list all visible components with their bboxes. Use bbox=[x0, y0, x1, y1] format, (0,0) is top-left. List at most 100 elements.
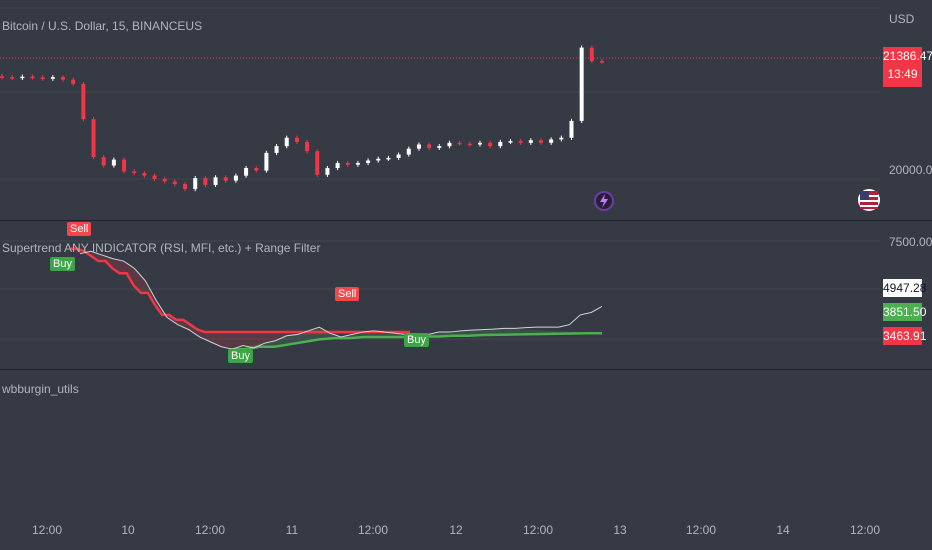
resistance-fill bbox=[70, 248, 410, 350]
candle-body bbox=[20, 76, 25, 79]
main-legend[interactable]: Bitcoin / U.S. Dollar, 15, BINANCEUS bbox=[2, 19, 203, 33]
candle-body bbox=[579, 47, 584, 121]
value-tag-support: 3851.50 bbox=[883, 303, 927, 321]
candle-body bbox=[50, 77, 55, 79]
time-label: 12:00 bbox=[849, 523, 881, 537]
candle-body bbox=[162, 179, 167, 182]
candle-body bbox=[254, 168, 259, 171]
candle-body bbox=[416, 144, 421, 149]
candle-body bbox=[91, 119, 96, 158]
candle-body bbox=[305, 141, 310, 152]
candle-body bbox=[284, 137, 289, 147]
candle-body bbox=[244, 168, 249, 176]
candle-body bbox=[71, 79, 76, 84]
candle-body bbox=[600, 61, 604, 63]
candle-body bbox=[274, 146, 279, 153]
time-label: 12:00 bbox=[685, 523, 717, 537]
utils-pane[interactable]: wbburgin_utils bbox=[0, 370, 932, 510]
candle-body bbox=[0, 76, 4, 78]
candle-body bbox=[376, 158, 381, 161]
value-tag-resistance: 3463.91 bbox=[883, 327, 927, 345]
time-label: 12:00 bbox=[194, 523, 226, 537]
candle-body bbox=[559, 137, 564, 140]
candle-body bbox=[335, 163, 340, 169]
sell-signal: Sell bbox=[335, 287, 360, 301]
candle-body bbox=[203, 178, 208, 185]
candle-body bbox=[111, 159, 116, 166]
candle-body bbox=[549, 139, 554, 143]
candle-body bbox=[427, 144, 432, 148]
candle-body bbox=[406, 148, 411, 155]
utils-legend[interactable]: wbburgin_utils bbox=[2, 382, 79, 396]
candle-body bbox=[101, 157, 106, 166]
candle-body bbox=[467, 143, 472, 146]
candle-body bbox=[366, 160, 371, 163]
sell-signal: Sell bbox=[67, 222, 92, 236]
candle-body bbox=[386, 157, 391, 160]
buy-signal: Buy bbox=[228, 349, 253, 363]
indicator-line bbox=[79, 250, 603, 350]
buy-signal: Buy bbox=[50, 257, 75, 271]
candle-body bbox=[122, 159, 127, 172]
candle-body bbox=[538, 140, 543, 143]
time-label: 12:00 bbox=[522, 523, 554, 537]
candle-body bbox=[10, 77, 15, 79]
time-label: 12 bbox=[449, 523, 463, 537]
time-label: 12:00 bbox=[357, 523, 389, 537]
candle-body bbox=[193, 178, 198, 190]
candle-body bbox=[345, 163, 350, 165]
time-label: 10 bbox=[121, 523, 135, 537]
indicator-pane[interactable]: Supertrend ANY INDICATOR (RSI, MFI, etc.… bbox=[0, 221, 932, 369]
candle-body bbox=[30, 76, 35, 79]
buy-signal: Buy bbox=[404, 333, 429, 347]
candle-body bbox=[589, 47, 594, 62]
candle-body bbox=[569, 120, 574, 138]
candle-body bbox=[294, 137, 299, 142]
pane-divider-1[interactable] bbox=[0, 220, 932, 221]
value-tag-main: 4947.28 bbox=[883, 279, 927, 297]
time-label: 12:00 bbox=[31, 523, 63, 537]
candle-body bbox=[152, 175, 157, 179]
candle-body bbox=[233, 175, 238, 181]
candle-body bbox=[213, 177, 218, 185]
indicator-chart[interactable] bbox=[0, 221, 932, 369]
candle-body bbox=[325, 168, 330, 175]
resistance-line bbox=[70, 247, 410, 334]
candle-body bbox=[437, 146, 442, 148]
candle-body bbox=[457, 142, 462, 145]
last-price-tag: 21386.47 13:49 bbox=[883, 47, 932, 87]
currency-label[interactable]: USD bbox=[889, 12, 915, 26]
candle-body bbox=[183, 184, 188, 190]
y-tick-main: 20000.00 bbox=[889, 163, 932, 177]
candle-body bbox=[508, 141, 513, 143]
candle-body bbox=[518, 141, 523, 143]
y-tick-indicator: 7500.00 bbox=[889, 235, 932, 249]
lightning-icon[interactable] bbox=[594, 191, 614, 211]
candle-body bbox=[142, 173, 147, 176]
candle-body bbox=[81, 83, 86, 120]
main-price-pane[interactable]: Bitcoin / U.S. Dollar, 15, BINANCEUS USD… bbox=[0, 0, 932, 220]
candle-body bbox=[447, 142, 452, 147]
time-label: 14 bbox=[776, 523, 790, 537]
candle-body bbox=[488, 142, 493, 147]
main-price-chart[interactable] bbox=[0, 0, 932, 220]
time-label: 13 bbox=[613, 523, 627, 537]
candle-body bbox=[355, 163, 360, 165]
candle-body bbox=[172, 181, 177, 185]
pane-divider-2[interactable] bbox=[0, 369, 932, 370]
candle-body bbox=[40, 77, 45, 80]
candle-series bbox=[0, 45, 604, 192]
candle-body bbox=[528, 140, 533, 143]
indicator-legend[interactable]: Supertrend ANY INDICATOR (RSI, MFI, etc.… bbox=[2, 241, 321, 255]
time-label: 11 bbox=[285, 523, 299, 537]
candle-body bbox=[315, 151, 320, 175]
countdown-value: 13:49 bbox=[887, 67, 918, 81]
candle-body bbox=[477, 142, 482, 145]
candle-body bbox=[223, 177, 228, 181]
candle-body bbox=[396, 154, 401, 158]
us-flag-icon[interactable] bbox=[858, 189, 880, 211]
candle-body bbox=[61, 77, 66, 80]
candle-body bbox=[264, 152, 269, 171]
last-price-value: 21386.47 bbox=[883, 49, 932, 63]
candle-body bbox=[498, 141, 503, 147]
